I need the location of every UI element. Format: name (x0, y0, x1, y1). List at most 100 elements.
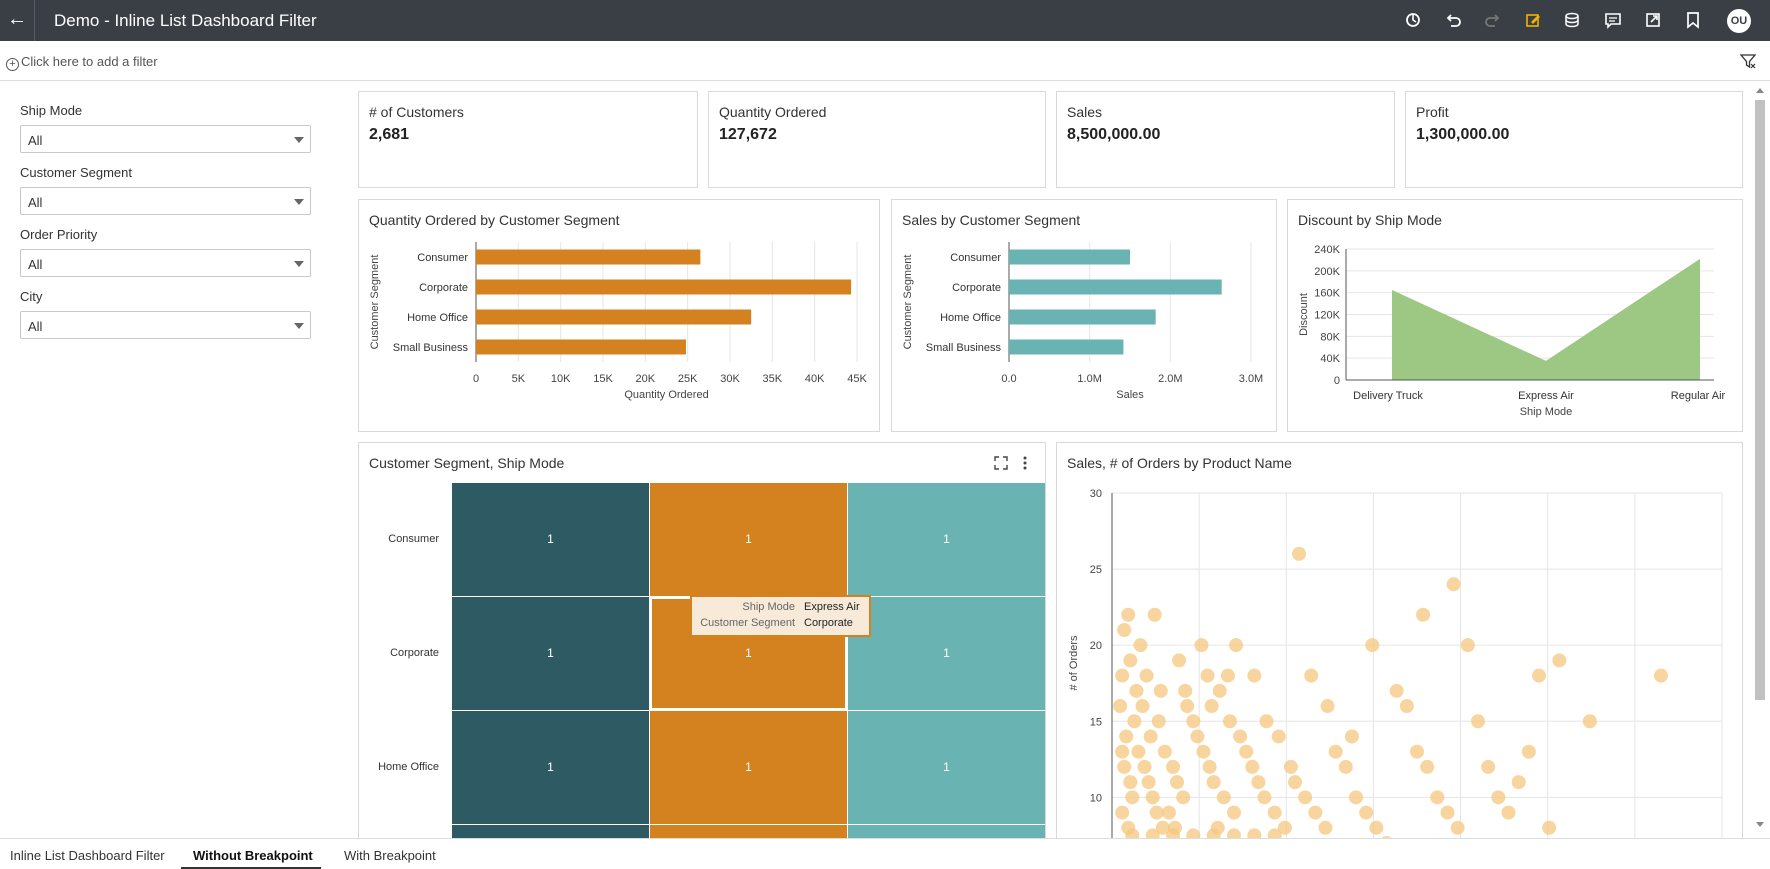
chart-title: Sales, # of Orders by Product Name (1067, 455, 1292, 471)
add-filter-link[interactable]: + Click here to add a filter (6, 54, 158, 71)
scatter-point (1139, 668, 1154, 683)
scroll-up-icon[interactable] (1756, 88, 1764, 93)
scatter-point (1170, 775, 1185, 790)
more-options-icon[interactable] (1019, 455, 1031, 471)
tab-without-breakpoint[interactable]: Without Breakpoint (193, 848, 313, 863)
header-divider (34, 0, 35, 41)
scatter-chart: 30 25 20 15 10 # of Orders (1068, 488, 1723, 841)
heatmap-cell[interactable] (650, 825, 847, 841)
chevron-down-icon (294, 323, 304, 329)
undo-icon[interactable] (1443, 10, 1463, 30)
heatmap-row-label: Home Office (378, 760, 439, 773)
chevron-down-icon (294, 199, 304, 205)
y-tick-label: 30 (1090, 488, 1102, 500)
x-tick-label: 40K (805, 373, 825, 385)
kpi-profit[interactable]: Profit 1,300,000.00 (1405, 91, 1743, 188)
scatter-point (1446, 577, 1461, 592)
heatmap-cell[interactable] (848, 825, 1045, 841)
tab-inline-list-dashboard-filter[interactable]: Inline List Dashboard Filter (10, 848, 165, 863)
chart-quantity-by-segment[interactable]: Quantity Ordered by Customer Segment 0 5K… (358, 199, 880, 432)
scatter-point (1247, 828, 1262, 841)
scatter-point (1216, 790, 1231, 805)
scatter-point (1359, 805, 1374, 820)
redo-icon[interactable] (1483, 10, 1503, 30)
heatmap-cell[interactable]: 1 (848, 483, 1045, 596)
chart-segment-ship-mode[interactable]: Customer Segment, Ship Mode Consumer 1 1 1 C… (358, 442, 1046, 842)
scatter-point (1239, 744, 1254, 759)
y-tick-label: 80K (1320, 331, 1340, 343)
chart-discount-by-ship-mode[interactable]: Discount by Ship Mode 0 40K 80K 120K 160K 200… (1287, 199, 1743, 432)
scatter-point (1135, 699, 1150, 714)
comment-icon[interactable] (1603, 10, 1623, 30)
chart-sales-by-segment[interactable]: Sales by Customer Segment 0.0 1.0M 2.0M 3.0… (891, 199, 1277, 432)
export-icon[interactable] (1643, 10, 1663, 30)
ship-mode-select[interactable]: All (20, 125, 311, 153)
active-tab-indicator (181, 867, 321, 869)
scatter-point (1220, 668, 1235, 683)
y-tick-label: Consumer (417, 252, 468, 264)
scrollbar-thumb[interactable] (1755, 100, 1765, 700)
heatmap-cell[interactable]: 1 (848, 597, 1045, 710)
scatter-point (1117, 622, 1132, 637)
scatter-point (1440, 805, 1455, 820)
x-tick-label: 35K (763, 373, 783, 385)
bar (476, 279, 852, 295)
scatter-point (1501, 805, 1516, 820)
scatter-point (1245, 759, 1260, 774)
y-tick-label: 240K (1314, 244, 1340, 256)
scatter-point (1172, 653, 1187, 668)
vertical-scrollbar[interactable] (1752, 88, 1768, 830)
heatmap-cell[interactable]: 1 (452, 483, 649, 596)
x-tick-label: 20K (636, 373, 656, 385)
kpi-quantity-ordered[interactable]: Quantity Ordered 127,672 (708, 91, 1046, 188)
kpi-customers[interactable]: # of Customers 2,681 (358, 91, 698, 188)
filter-icon[interactable] (1739, 53, 1757, 69)
heatmap-cell[interactable]: 1 (848, 711, 1045, 824)
heatmap-cell[interactable]: 1 (650, 483, 847, 596)
heatmap-cell[interactable]: 1 (452, 711, 649, 824)
kpi-sales[interactable]: Sales 8,500,000.00 (1056, 91, 1395, 188)
chart-sales-orders-by-product[interactable]: Sales, # of Orders by Product Name 30 25 2… (1056, 442, 1743, 842)
heatmap-cell[interactable]: 1 (452, 597, 649, 710)
scatter-point (1257, 790, 1272, 805)
heatmap-cell[interactable] (452, 825, 649, 841)
kpi-title: Sales (1067, 104, 1103, 120)
scatter-point (1251, 775, 1266, 790)
scatter-point (1176, 790, 1191, 805)
back-arrow-icon[interactable]: ← (7, 8, 27, 30)
scatter-point (1153, 683, 1168, 698)
city-select[interactable]: All (20, 311, 311, 339)
tab-with-breakpoint[interactable]: With Breakpoint (344, 848, 436, 863)
scatter-point (1190, 729, 1205, 744)
order-priority-select[interactable]: All (20, 249, 311, 277)
edit-icon[interactable] (1523, 10, 1543, 30)
bar (1009, 279, 1222, 295)
x-axis-label: Quantity Ordered (624, 389, 708, 401)
bar (476, 309, 752, 325)
scatter-point (1471, 714, 1485, 729)
heatmap-cell[interactable]: 1 (650, 711, 847, 824)
bookmark-icon[interactable] (1683, 10, 1703, 30)
bar-chart: 0.0 1.0M 2.0M 3.0M Consumer Corporate Home Off… (902, 242, 1263, 401)
scatter-point (1147, 607, 1162, 622)
scatter-point (1542, 820, 1557, 835)
x-tick-label: 30K (720, 373, 740, 385)
scatter-point (1227, 828, 1241, 841)
x-tick-label: 1.0M (1077, 373, 1101, 385)
scatter-point (1206, 828, 1221, 841)
refresh-icon[interactable] (1403, 10, 1423, 30)
kpi-title: # of Customers (369, 104, 464, 120)
scroll-down-icon[interactable] (1756, 822, 1764, 827)
scatter-point (1511, 775, 1526, 790)
area-chart: 0 40K 80K 120K 160K 200K 240K Delivery Truck Exp… (1298, 244, 1726, 418)
scatter-point (1369, 820, 1384, 835)
maximize-icon[interactable] (993, 455, 1009, 471)
customer-segment-select[interactable]: All (20, 187, 311, 215)
avatar[interactable]: OU (1727, 9, 1751, 33)
scatter-point (1460, 638, 1475, 653)
scatter-point (1233, 729, 1248, 744)
chart-title: Quantity Ordered by Customer Segment (369, 212, 620, 228)
data-source-icon[interactable] (1563, 10, 1583, 30)
scatter-point (1131, 744, 1146, 759)
scatter-point (1338, 759, 1353, 774)
